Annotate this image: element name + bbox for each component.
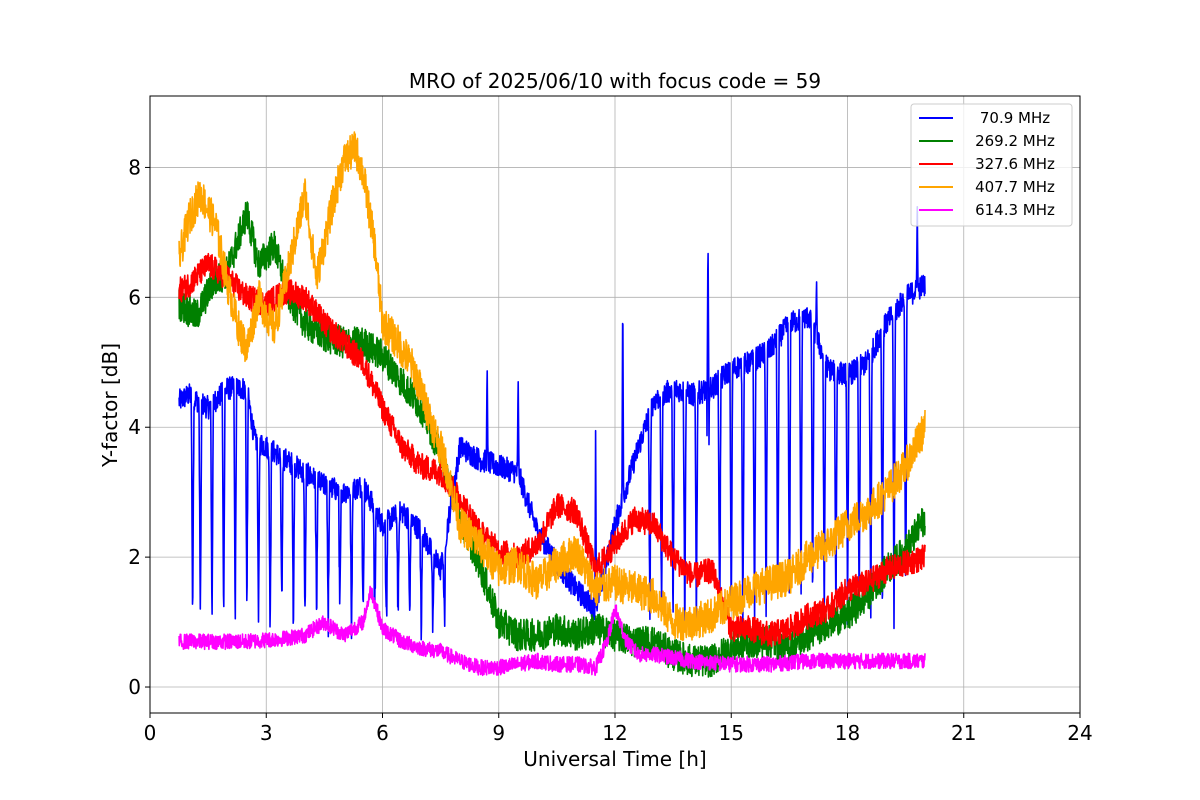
x-tick-label: 6 — [376, 721, 389, 745]
legend-label: 70.9 MHz — [980, 109, 1050, 127]
series-line-269-2-mhz — [178, 201, 926, 678]
x-axis-label: Universal Time [h] — [523, 747, 706, 771]
x-tick-label: 21 — [951, 721, 976, 745]
y-tick-label: 2 — [128, 545, 141, 569]
x-tick-label: 18 — [835, 721, 860, 745]
legend-label: 614.3 MHz — [975, 201, 1055, 219]
series-line-407-7-mhz — [178, 131, 926, 642]
x-tick-label: 9 — [492, 721, 505, 745]
series-line-614-3-mhz — [178, 585, 926, 677]
legend-label: 407.7 MHz — [975, 178, 1055, 196]
x-tick-label: 0 — [144, 721, 157, 745]
y-tick-label: 8 — [128, 155, 141, 179]
legend-box — [910, 103, 1073, 227]
x-tick-label: 12 — [602, 721, 627, 745]
y-tick-label: 4 — [128, 415, 141, 439]
x-axis-ticks: 0 3 6 9 12 15 18 21 24 — [144, 713, 1093, 745]
y-axis-ticks: 0 2 4 6 8 — [128, 155, 150, 699]
y-tick-label: 0 — [128, 675, 141, 699]
x-tick-label: 3 — [260, 721, 273, 745]
legend: 70.9 MHz 269.2 MHz 327.6 MHz 407.7 MHz 614.3… — [910, 103, 1073, 227]
x-tick-label: 15 — [719, 721, 744, 745]
series-layer — [178, 131, 926, 678]
series-line-327-6-mhz — [178, 252, 926, 648]
x-tick-label: 24 — [1067, 721, 1092, 745]
y-axis-label: Y-factor [dB] — [98, 343, 122, 468]
legend-label: 327.6 MHz — [975, 155, 1055, 173]
y-tick-label: 6 — [128, 285, 141, 309]
legend-label: 269.2 MHz — [975, 132, 1055, 150]
chart-title: MRO of 2025/06/10 with focus code = 59 — [409, 69, 821, 93]
